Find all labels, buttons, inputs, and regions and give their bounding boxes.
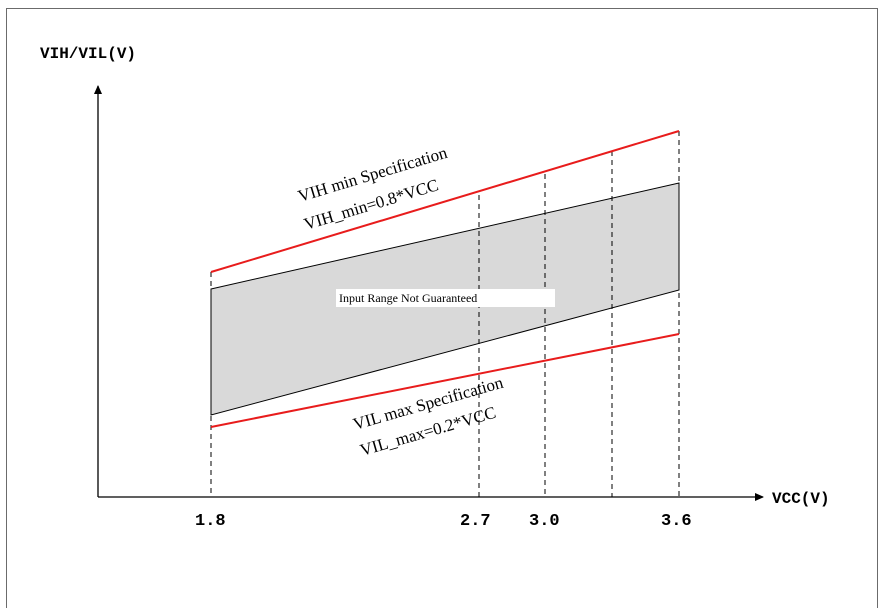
tick-label-1-8: 1.8 [195,512,226,531]
diagram-frame [6,8,878,608]
vih-min-spec-line [210,130,680,273]
tick-label-3-0: 3.0 [529,512,560,531]
tick-label-3-6: 3.6 [661,512,692,531]
x-axis-label: VCC(V) [772,490,830,508]
y-axis-label: VIH/VIL(V) [40,45,136,63]
tick-label-2-7: 2.7 [460,512,491,531]
region-label: Input Range Not Guaranteed [339,291,477,305]
vil-max-spec-line [210,333,680,428]
region-label-background [336,289,555,307]
